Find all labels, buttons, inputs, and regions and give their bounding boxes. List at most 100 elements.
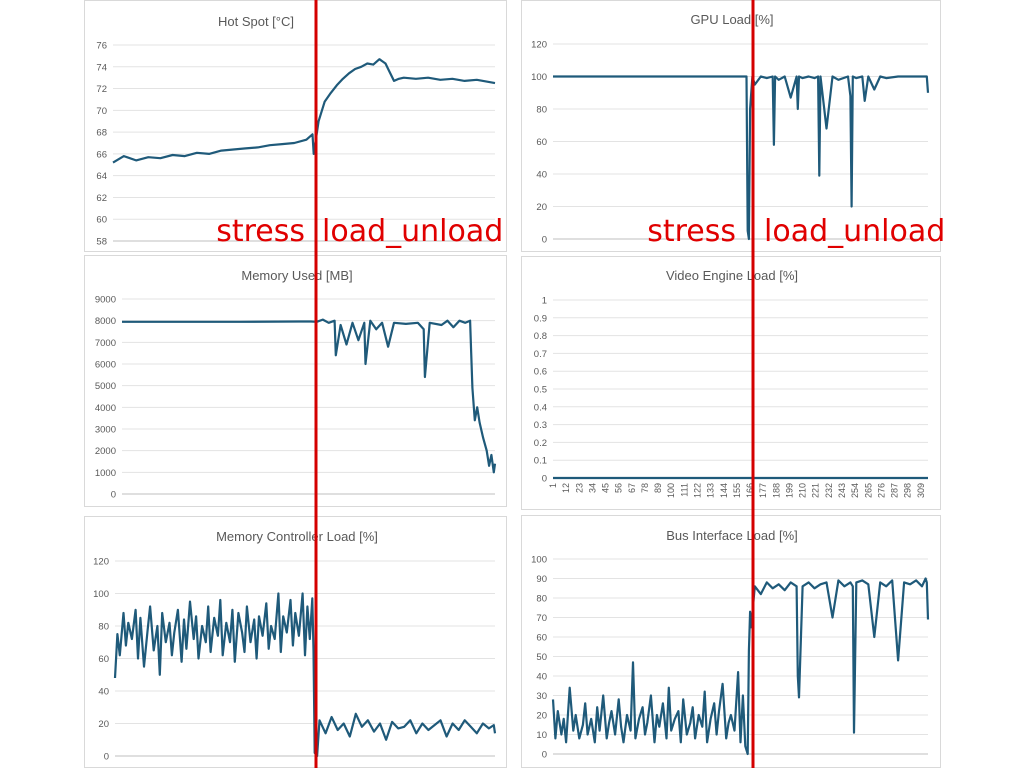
x-tick-label: 45 bbox=[601, 483, 611, 493]
chart-title: Video Engine Load [%] bbox=[666, 268, 798, 283]
x-tick-label: 254 bbox=[850, 483, 860, 498]
x-tick-label: 166 bbox=[745, 483, 755, 498]
y-tick-label: 0.5 bbox=[534, 385, 547, 396]
y-tick-label: 60 bbox=[98, 654, 109, 665]
x-tick-label: 232 bbox=[824, 483, 834, 498]
x-tick-label: 144 bbox=[719, 483, 729, 498]
y-tick-label: 70 bbox=[536, 613, 547, 624]
x-tick-label: 1 bbox=[548, 483, 558, 488]
y-tick-label: 50 bbox=[536, 652, 547, 663]
y-tick-label: 30 bbox=[536, 691, 547, 702]
x-tick-label: 243 bbox=[837, 483, 847, 498]
x-tick-label: 188 bbox=[771, 483, 781, 498]
x-tick-label: 133 bbox=[706, 483, 716, 498]
x-tick-label: 221 bbox=[811, 483, 821, 498]
series-line bbox=[553, 75, 930, 241]
chart-gpu-load-svg: GPU Load [%] 0 20 40 60 80 100 120 bbox=[531, 12, 930, 246]
y-tick-label: 0.6 bbox=[534, 367, 547, 378]
y-tick-label: 9000 bbox=[95, 295, 116, 306]
x-tick-label: 287 bbox=[890, 483, 900, 498]
x-tick-label: 78 bbox=[640, 483, 650, 493]
y-tick-label: 66 bbox=[96, 149, 107, 160]
y-tick-label: 40 bbox=[536, 170, 547, 181]
chart-title: Hot Spot [°C] bbox=[218, 14, 294, 29]
x-tick-label: 177 bbox=[758, 483, 768, 498]
y-tick-label: 10 bbox=[536, 730, 547, 741]
y-tick-label: 5000 bbox=[95, 381, 116, 392]
y-tick-label: 90 bbox=[536, 574, 547, 585]
y-tick-label: 4000 bbox=[95, 403, 116, 414]
y-tick-label: 6000 bbox=[95, 360, 116, 371]
y-tick-label: 3000 bbox=[95, 425, 116, 436]
y-tick-label: 0.3 bbox=[534, 420, 547, 431]
x-tick-label: 276 bbox=[876, 483, 886, 498]
y-tick-label: 1000 bbox=[95, 468, 116, 479]
y-tick-label: 60 bbox=[536, 633, 547, 644]
chart-memory-used: Memory Used [MB] 0 1000 2000 3000 4000 5000 600… bbox=[84, 255, 507, 507]
chart-bus-interface-load-svg: Bus Interface Load [%] 0 10 20 30 40 50 60 70 80 9… bbox=[531, 528, 930, 761]
y-tick-label: 80 bbox=[536, 105, 547, 116]
chart-title: Memory Used [MB] bbox=[241, 268, 352, 283]
y-tick-label: 2000 bbox=[95, 446, 116, 457]
series-line bbox=[112, 58, 496, 164]
y-tick-label: 0.9 bbox=[534, 313, 547, 324]
x-tick-label: 265 bbox=[863, 483, 873, 498]
y-tick-label: 0 bbox=[542, 750, 547, 761]
chart-bus-interface-load: Bus Interface Load [%] 0 10 20 30 40 50 60 70 80 9… bbox=[521, 515, 941, 768]
x-tick-label: 111 bbox=[679, 483, 689, 497]
x-tick-label: 155 bbox=[732, 483, 742, 498]
y-tick-label: 0 bbox=[104, 752, 109, 763]
y-tick-label: 1 bbox=[542, 296, 547, 307]
y-tick-label: 100 bbox=[531, 72, 547, 83]
y-tick-label: 100 bbox=[531, 555, 547, 566]
y-tick-label: 0.8 bbox=[534, 331, 547, 342]
y-tick-label: 0.4 bbox=[534, 402, 547, 413]
y-tick-label: 58 bbox=[96, 237, 107, 248]
y-tick-label: 40 bbox=[98, 687, 109, 698]
x-tick-label: 199 bbox=[784, 483, 794, 498]
x-tick-label: 309 bbox=[916, 483, 926, 498]
y-tick-label: 76 bbox=[96, 41, 107, 52]
chart-title: GPU Load [%] bbox=[690, 12, 773, 27]
x-tick-label: 12 bbox=[561, 483, 571, 493]
x-tick-label: 67 bbox=[627, 483, 637, 493]
y-tick-label: 0 bbox=[542, 474, 547, 485]
y-tick-label: 0.2 bbox=[534, 438, 547, 449]
y-tick-label: 0.7 bbox=[534, 349, 547, 360]
y-tick-label: 0 bbox=[542, 235, 547, 246]
x-tick-label: 23 bbox=[574, 483, 584, 493]
y-tick-label: 80 bbox=[98, 622, 109, 633]
chart-memory-used-svg: Memory Used [MB] 0 1000 2000 3000 4000 5000 600… bbox=[95, 268, 497, 501]
series-line bbox=[113, 592, 497, 758]
series-line bbox=[122, 318, 497, 474]
chart-title: Bus Interface Load [%] bbox=[666, 528, 798, 543]
y-tick-label: 68 bbox=[96, 128, 107, 139]
y-tick-label: 64 bbox=[96, 171, 107, 182]
chart-hot-spot-svg: Hot Spot [°C] 58 60 62 64 66 68 70 72 74 76 bbox=[96, 14, 496, 248]
y-tick-label: 80 bbox=[536, 594, 547, 605]
y-tick-label: 74 bbox=[96, 62, 107, 73]
y-tick-label: 20 bbox=[536, 711, 547, 722]
y-tick-label: 100 bbox=[93, 589, 109, 600]
chart-memory-controller-load-svg: Memory Controller Load [%] 0 20 40 60 80 100 12… bbox=[93, 529, 497, 763]
x-tick-label: 34 bbox=[587, 483, 597, 493]
series-line bbox=[551, 577, 930, 756]
chart-video-engine-load: Video Engine Load [%] 0 0.1 0.2 0.3 0.4 0.5 0.6… bbox=[521, 256, 941, 510]
y-tick-label: 20 bbox=[98, 719, 109, 730]
x-tick-label: 89 bbox=[653, 483, 663, 493]
y-tick-label: 60 bbox=[96, 215, 107, 226]
y-tick-label: 60 bbox=[536, 137, 547, 148]
chart-title: Memory Controller Load [%] bbox=[216, 529, 378, 544]
y-tick-label: 0.1 bbox=[534, 456, 547, 467]
chart-memory-controller-load: Memory Controller Load [%] 0 20 40 60 80 100 12… bbox=[84, 516, 507, 768]
chart-video-engine-load-svg: Video Engine Load [%] 0 0.1 0.2 0.3 0.4 0.5 0.6… bbox=[534, 268, 928, 498]
x-tick-label: 122 bbox=[693, 483, 703, 498]
y-tick-label: 120 bbox=[93, 557, 109, 568]
chart-hot-spot: Hot Spot [°C] 58 60 62 64 66 68 70 72 74 76 bbox=[84, 0, 507, 252]
y-tick-label: 120 bbox=[531, 40, 547, 51]
x-tick-label: 298 bbox=[903, 483, 913, 498]
y-tick-label: 70 bbox=[96, 106, 107, 117]
x-tick-label: 56 bbox=[614, 483, 624, 493]
y-tick-label: 62 bbox=[96, 193, 107, 204]
y-tick-label: 7000 bbox=[95, 338, 116, 349]
